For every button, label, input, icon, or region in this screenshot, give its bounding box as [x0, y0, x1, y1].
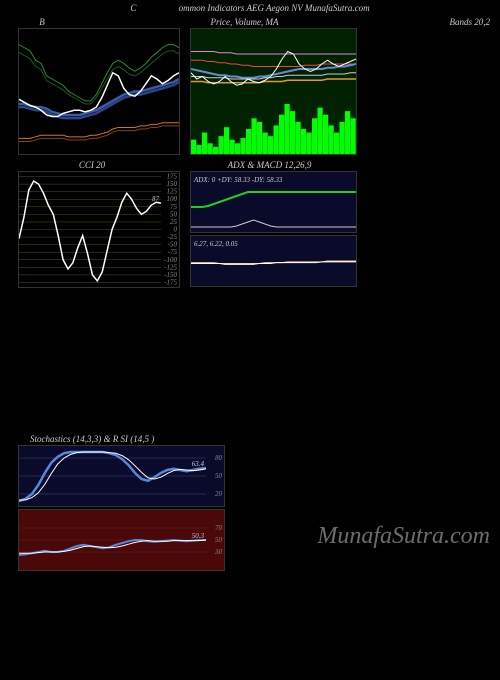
header-center: ommon Indicators AEG Aegon NV MunafaSutr…	[179, 3, 370, 13]
svg-text:-175: -175	[164, 278, 177, 286]
row2-titles: CCI 20 ADX & MACD 12,26,9	[0, 159, 500, 171]
macd-panel: 6.27, 6.22, 0.05	[190, 235, 357, 287]
cci-title: CCI 20	[2, 160, 182, 170]
gap	[0, 288, 500, 433]
row3: 20 50 80 63.4	[0, 445, 500, 507]
row2: 1751501251007550250-25-50-75-100-125-150…	[0, 171, 500, 288]
bollinger-title-right: Bands 20,2	[408, 17, 498, 27]
header-left: C	[130, 3, 176, 13]
cci-chart: 1751501251007550250-25-50-75-100-125-150…	[19, 172, 179, 287]
row1	[0, 28, 500, 155]
rsi-panel: 30 50 70 50.3	[18, 509, 225, 571]
stoch-chart: 20 50 80 63.4	[19, 446, 224, 506]
adx-panel: ADX: 0 +DY: 58.33 -DY: 58.33	[190, 171, 357, 233]
row3-titles: Stochastics (14,3,3) & R SI (14,5 )	[0, 433, 500, 445]
svg-text:50: 50	[215, 472, 223, 480]
price-ma-chart	[191, 29, 356, 154]
stoch-title: Stochastics (14,3,3) & R SI (14,5 )	[2, 434, 482, 444]
svg-text:80: 80	[215, 454, 223, 462]
adx-macd-column: ADX: 0 +DY: 58.33 -DY: 58.33 6.27, 6.22,…	[190, 171, 357, 288]
watermark: MunafaSutra.com	[317, 523, 490, 550]
svg-text:6.27, 6.22, 0.05: 6.27, 6.22, 0.05	[194, 240, 238, 248]
rsi-chart: 30 50 70 50.3	[19, 510, 224, 570]
macd-chart: 6.27, 6.22, 0.05	[191, 236, 356, 286]
bollinger-title-left: B	[2, 17, 82, 27]
bollinger-panel	[18, 28, 180, 155]
svg-text:70: 70	[215, 524, 223, 532]
adx-chart: ADX: 0 +DY: 58.33 -DY: 58.33	[191, 172, 356, 232]
adx-title: ADX & MACD 12,26,9	[182, 160, 357, 170]
svg-text:30: 30	[214, 548, 223, 556]
svg-text:87: 87	[152, 195, 160, 203]
page-header: C ommon Indicators AEG Aegon NV MunafaSu…	[0, 0, 500, 16]
svg-text:63.4: 63.4	[192, 460, 205, 468]
cci-panel: 1751501251007550250-25-50-75-100-125-150…	[18, 171, 180, 288]
price-ma-title: Price, Volume, MA	[162, 17, 327, 27]
svg-text:50.3: 50.3	[192, 532, 205, 540]
price-ma-panel	[190, 28, 357, 155]
bollinger-chart	[19, 29, 179, 154]
svg-text:ADX: 0 +DY: 58.33 -DY: 58.33: ADX: 0 +DY: 58.33 -DY: 58.33	[193, 176, 283, 184]
svg-text:20: 20	[215, 490, 223, 498]
row1-titles: B Price, Volume, MA Bands 20,2	[0, 16, 500, 28]
svg-text:50: 50	[215, 536, 223, 544]
stoch-panel: 20 50 80 63.4	[18, 445, 225, 507]
